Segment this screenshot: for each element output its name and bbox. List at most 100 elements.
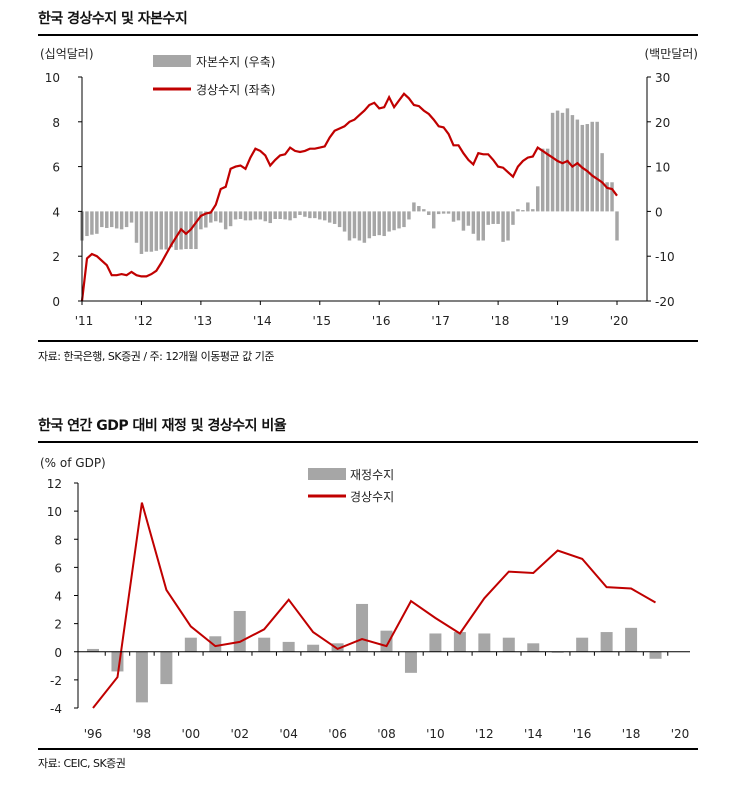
capital-account-bar — [273, 211, 277, 220]
capital-account-bar — [511, 211, 515, 225]
fiscal-balance-bar — [478, 633, 491, 652]
capital-account-bar — [417, 206, 421, 212]
capital-account-bar — [531, 209, 535, 212]
x-tick-label: '11 — [75, 314, 94, 328]
x-tick-label: '04 — [279, 727, 298, 741]
fiscal-balance-bar — [600, 632, 613, 652]
capital-account-bar — [501, 211, 505, 242]
y-tick-label: 10 — [47, 505, 62, 519]
capital-account-bar — [263, 211, 268, 222]
capital-account-bar — [610, 182, 614, 212]
capital-account-bar — [605, 182, 609, 212]
capital-account-bar — [194, 211, 198, 250]
capital-account-bar — [169, 211, 173, 248]
capital-account-bar — [105, 211, 109, 228]
capital-account-bar — [258, 211, 263, 220]
capital-account-bar — [471, 211, 476, 234]
capital-account-bar — [90, 211, 94, 235]
x-tick-label: '12 — [134, 314, 153, 328]
fiscal-balance-bar — [356, 603, 369, 652]
capital-account-bar — [238, 211, 243, 220]
capital-account-bar — [308, 211, 312, 219]
capital-account-bar — [372, 211, 377, 237]
capital-account-bar — [134, 211, 139, 243]
right-y-tick-label: -20 — [655, 295, 675, 309]
capital-account-bar — [431, 211, 436, 229]
capital-account-bar — [298, 211, 302, 215]
capital-account-bar — [85, 211, 89, 237]
capital-account-bar — [253, 211, 258, 220]
y-tick-label: 8 — [54, 533, 62, 547]
capital-account-bar — [456, 211, 461, 221]
right-axis-label: (백만달러) — [644, 47, 698, 61]
capital-account-bar — [174, 211, 178, 250]
legend-label-current: 경상수지 (좌축) — [196, 83, 275, 97]
capital-account-bar — [362, 211, 367, 243]
capital-account-bar — [278, 211, 282, 220]
capital-account-bar — [159, 211, 163, 250]
current-account-line — [92, 502, 656, 709]
fiscal-balance-bar — [258, 637, 271, 652]
capital-account-bar — [144, 211, 149, 252]
capital-account-bar — [382, 211, 386, 237]
fiscal-balance-bar — [502, 637, 515, 652]
capital-account-bar — [100, 211, 104, 228]
capital-account-bar — [114, 211, 119, 229]
x-tick-label: '17 — [431, 314, 450, 328]
chart2-source: 자료: CEIC, SK증권 — [38, 757, 126, 770]
fiscal-balance-bar — [404, 651, 417, 673]
x-tick-label: '18 — [491, 314, 510, 328]
chart1-source: 자료: 한국은행, SK증권 / 주: 12개월 이동평균 값 기준 — [38, 350, 274, 363]
fiscal-balance-bar — [307, 644, 320, 652]
capital-account-bar — [129, 211, 134, 223]
fiscal-balance-bar — [331, 643, 344, 652]
capital-account-bar — [228, 211, 233, 227]
y-axis-label: (% of GDP) — [40, 456, 106, 470]
y-tick-label: 12 — [47, 477, 62, 491]
capital-account-bar — [288, 211, 292, 221]
capital-account-bar — [506, 211, 510, 241]
x-tick-label: '98 — [133, 727, 152, 741]
capital-account-bar — [327, 211, 332, 223]
capital-account-bar — [204, 211, 208, 228]
capital-account-bar — [313, 211, 317, 219]
capital-account-bar — [451, 211, 456, 222]
capital-account-bar — [481, 211, 485, 241]
x-tick-label: '16 — [372, 314, 391, 328]
capital-account-bar — [268, 211, 272, 224]
x-tick-label: '18 — [622, 727, 641, 741]
capital-account-bar — [322, 211, 327, 221]
x-tick-label: '12 — [475, 727, 494, 741]
capital-account-bar — [303, 211, 307, 217]
capital-account-bar — [412, 202, 416, 212]
fiscal-balance-bar — [87, 648, 99, 652]
chart2-top-rule — [38, 441, 698, 443]
x-tick-label: '08 — [377, 727, 396, 741]
chart2-bottom-rule — [38, 748, 698, 750]
capital-account-bar — [184, 211, 188, 250]
capital-account-bar — [590, 121, 594, 212]
x-tick-label: '16 — [573, 727, 592, 741]
fiscal-balance-bar — [576, 637, 589, 652]
legend-bar-swatch — [308, 468, 346, 480]
fiscal-balance-bar — [282, 641, 295, 652]
fiscal-balance-bar — [209, 636, 222, 652]
legend-bar-swatch — [153, 55, 191, 67]
right-y-tick-label: 30 — [655, 71, 670, 85]
right-y-tick-label: 10 — [655, 161, 670, 175]
y-tick-label: 6 — [54, 561, 62, 575]
fiscal-balance-bar — [160, 651, 173, 685]
current-account-line — [80, 92, 618, 302]
capital-account-bar — [233, 211, 238, 220]
capital-account-bar — [536, 186, 540, 212]
capital-account-bar — [367, 211, 372, 239]
capital-account-bar — [585, 124, 590, 212]
capital-account-bar — [402, 211, 406, 228]
x-tick-label: '19 — [550, 314, 569, 328]
y-tick-label: -4 — [50, 702, 62, 716]
fiscal-balance-bar — [135, 651, 148, 703]
capital-account-bar — [615, 211, 619, 241]
capital-account-bar — [397, 211, 401, 229]
y-tick-label: -2 — [50, 674, 62, 688]
